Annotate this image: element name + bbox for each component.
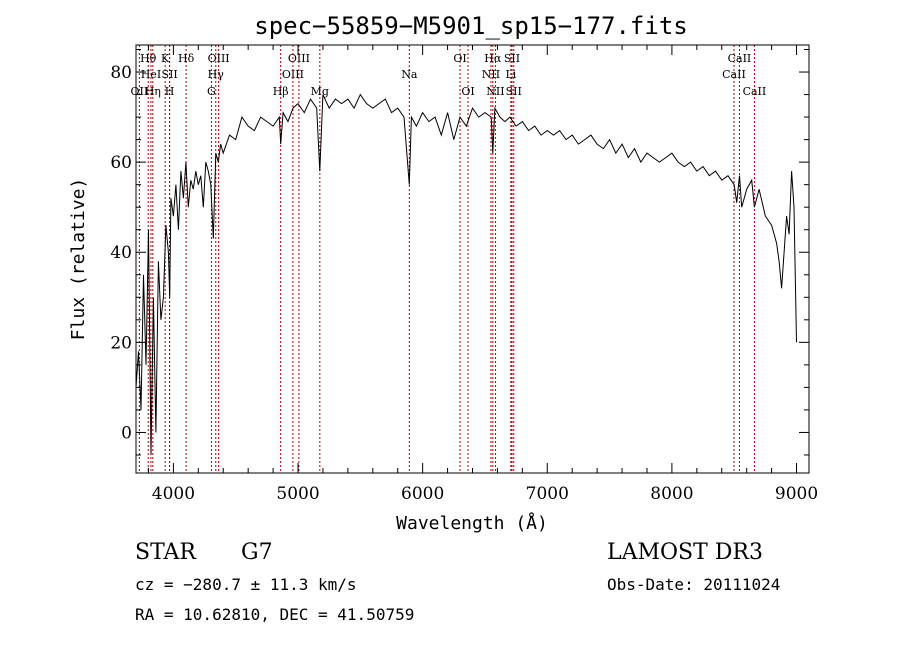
spectral-line-label-14: Mg	[311, 85, 329, 98]
spectral-line-label-2: OII	[131, 85, 149, 98]
y-tick-label: 80	[110, 63, 132, 83]
spectral-line-label-25: CaII	[722, 68, 746, 81]
observation-date: Obs-Date: 20111024	[607, 575, 780, 594]
survey-name: LAMOST DR3	[607, 540, 763, 565]
spectral-line-label-17: OI	[461, 85, 474, 98]
x-tick-label: 4000	[152, 484, 195, 504]
spectral-line-label-7: Hδ	[178, 52, 195, 65]
y-tick-label: 0	[121, 423, 132, 443]
spectral-line-label-19: NII	[482, 68, 500, 81]
x-tick-label: 6000	[401, 484, 444, 504]
spectral-line-label-0: Hθ	[140, 52, 157, 65]
x-tick-label: 9000	[775, 484, 818, 504]
y-tick-label: 40	[110, 243, 132, 263]
spectral-line-label-10: G	[207, 85, 216, 98]
spectral-line-label-23: SII	[506, 85, 522, 98]
spectral-line-label-1: HeI	[141, 68, 161, 81]
y-axis-ticks: 0 20 40 60 80	[110, 49, 809, 456]
spectral-line-label-12: OIII	[288, 52, 310, 65]
spectral-line-label-11: Hβ	[273, 85, 289, 98]
redshift-velocity: cz = −280.7 ± 11.3 km/s	[135, 575, 357, 594]
spectral-line-label-8: OIII	[208, 52, 230, 65]
spectral-line-label-6: H	[165, 85, 175, 98]
spectral-line-label-18: Hα	[484, 52, 502, 65]
spectral-line-label-21: SII	[504, 52, 520, 65]
spectral-line-label-15: Na	[401, 68, 418, 81]
spectral-line-label-13: OIII	[282, 68, 304, 81]
spectral-line-label-16: OI	[453, 52, 466, 65]
spectral-line-label-20: NII	[486, 85, 504, 98]
sky-coordinates: RA = 10.62810, DEC = 41.50759	[135, 605, 414, 624]
spectral-line-label-22: Li	[505, 68, 516, 81]
x-tick-label: 5000	[276, 484, 319, 504]
chart-title: spec−55859−M5901_sp15−177.fits	[254, 12, 687, 40]
x-axis-label: Wavelength (Å)	[396, 512, 548, 534]
spectral-line-label-9: Hγ	[208, 68, 225, 81]
x-tick-label: 7000	[526, 484, 569, 504]
spectral-line-label-26: CaII	[743, 85, 767, 98]
x-axis-ticks: 4000 5000 6000 7000 8000 9000	[147, 45, 818, 504]
spectral-line-label-4: K	[161, 52, 170, 65]
spectrum-series	[135, 93, 797, 456]
x-tick-label: 8000	[650, 484, 693, 504]
spectral-lines-layer	[138, 45, 755, 473]
y-tick-label: 20	[110, 333, 132, 353]
y-tick-label: 60	[110, 153, 132, 173]
object-subclass: G7	[241, 540, 273, 565]
object-class: STAR	[135, 540, 197, 565]
spectral-line-label-3: Hη	[145, 85, 161, 98]
y-axis-label: Flux (relative)	[68, 178, 89, 341]
spectral-line-label-24: CaII	[728, 52, 752, 65]
spectral-line-label-5: SII	[162, 68, 178, 81]
